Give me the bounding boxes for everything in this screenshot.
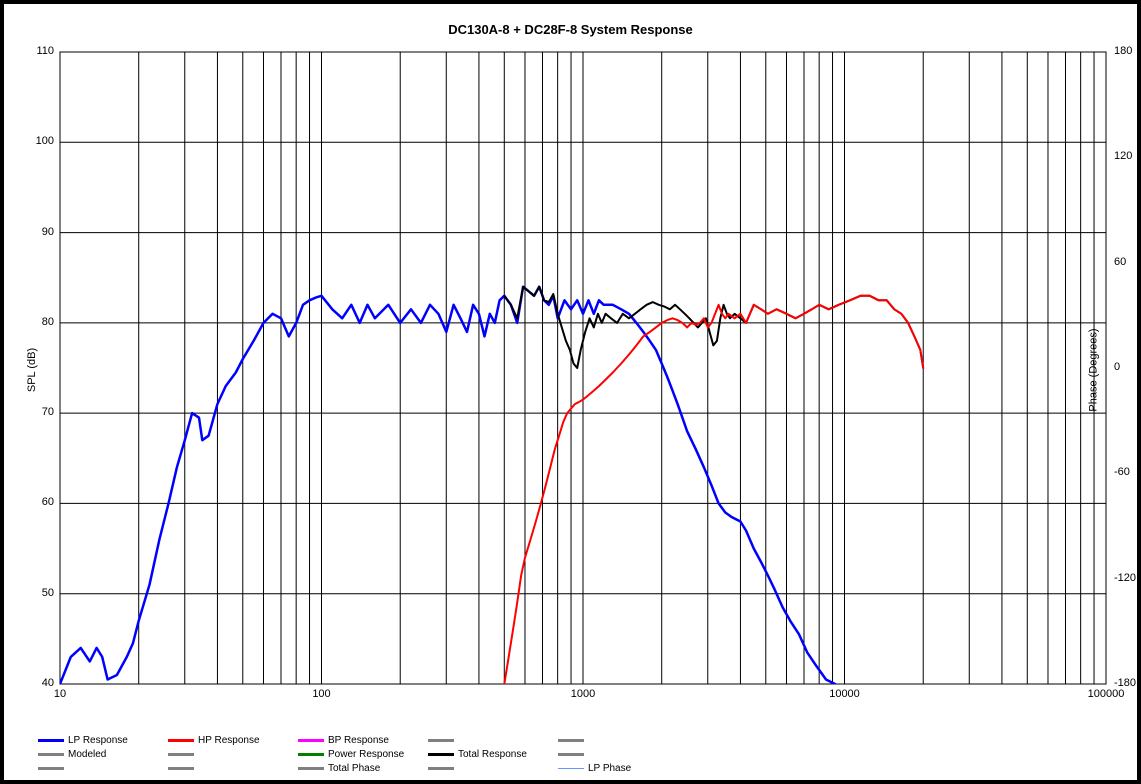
legend-item <box>558 753 688 756</box>
axis-tick: 60 <box>1114 256 1126 268</box>
legend-swatch <box>38 739 64 742</box>
axis-tick: -120 <box>1114 572 1136 584</box>
legend-item: LP Phase <box>558 763 688 774</box>
axis-tick: 180 <box>1114 45 1132 57</box>
legend-item <box>428 739 558 742</box>
legend-item <box>168 753 298 756</box>
legend-item: Power Response <box>298 749 428 760</box>
legend-label: Modeled <box>68 749 106 760</box>
legend-label: BP Response <box>328 735 389 746</box>
legend-item <box>168 767 298 770</box>
y-axis-left-label: SPL (dB) <box>26 348 38 392</box>
axis-tick: -180 <box>1114 677 1136 689</box>
axis-tick: 10000 <box>825 688 865 700</box>
legend-swatch <box>298 767 324 770</box>
axis-tick: 90 <box>42 226 54 238</box>
legend-row: LP Response HP Response BP Response <box>38 733 1098 747</box>
legend-label: HP Response <box>198 735 260 746</box>
legend-swatch <box>168 767 194 770</box>
axis-tick: 120 <box>1114 150 1132 162</box>
legend-swatch <box>38 767 64 770</box>
legend-swatch <box>298 753 324 756</box>
axis-tick: 60 <box>42 496 54 508</box>
axis-tick: 0 <box>1114 361 1120 373</box>
legend-swatch <box>558 768 584 769</box>
legend-swatch <box>38 753 64 756</box>
legend-label: Total Response <box>458 749 527 760</box>
legend-item: LP Response <box>38 735 168 746</box>
legend-item <box>38 767 168 770</box>
legend-item <box>558 739 688 742</box>
axis-tick: 40 <box>42 677 54 689</box>
axis-tick: 50 <box>42 587 54 599</box>
legend-swatch <box>558 739 584 742</box>
legend-label: LP Phase <box>588 763 631 774</box>
axis-tick: 100000 <box>1086 688 1126 700</box>
legend-swatch <box>168 753 194 756</box>
axis-tick: 110 <box>36 45 54 57</box>
legend-item: BP Response <box>298 735 428 746</box>
axis-tick: 10 <box>40 688 80 700</box>
axis-tick: 70 <box>42 406 54 418</box>
legend-item: Total Response <box>428 749 558 760</box>
legend-item: Modeled <box>38 749 168 760</box>
chart-plot <box>4 4 1137 780</box>
legend-swatch <box>558 753 584 756</box>
legend-label: LP Response <box>68 735 128 746</box>
axis-tick: 100 <box>302 688 342 700</box>
chart-legend: LP ResponseHP ResponseBP ResponseModeled… <box>38 733 1098 775</box>
axis-tick: 100 <box>36 135 54 147</box>
axis-tick: 1000 <box>563 688 603 700</box>
legend-item: Total Phase <box>298 763 428 774</box>
legend-swatch <box>168 739 194 742</box>
legend-label: Power Response <box>328 749 404 760</box>
legend-swatch <box>428 739 454 742</box>
legend-row: Total Phase LP Phase <box>38 761 1098 775</box>
legend-label: Total Phase <box>328 763 380 774</box>
axis-tick: -60 <box>1114 466 1130 478</box>
legend-item <box>428 767 558 770</box>
y-axis-right-label: Phase (Degrees) <box>1087 328 1099 411</box>
chart-frame: DC130A-8 + DC28F-8 System Response SPL (… <box>0 0 1141 784</box>
legend-item: HP Response <box>168 735 298 746</box>
legend-row: Modeled Power Response Total Response <box>38 747 1098 761</box>
legend-swatch <box>298 739 324 742</box>
legend-swatch <box>428 767 454 770</box>
axis-tick: 80 <box>42 316 54 328</box>
legend-swatch <box>428 753 454 756</box>
